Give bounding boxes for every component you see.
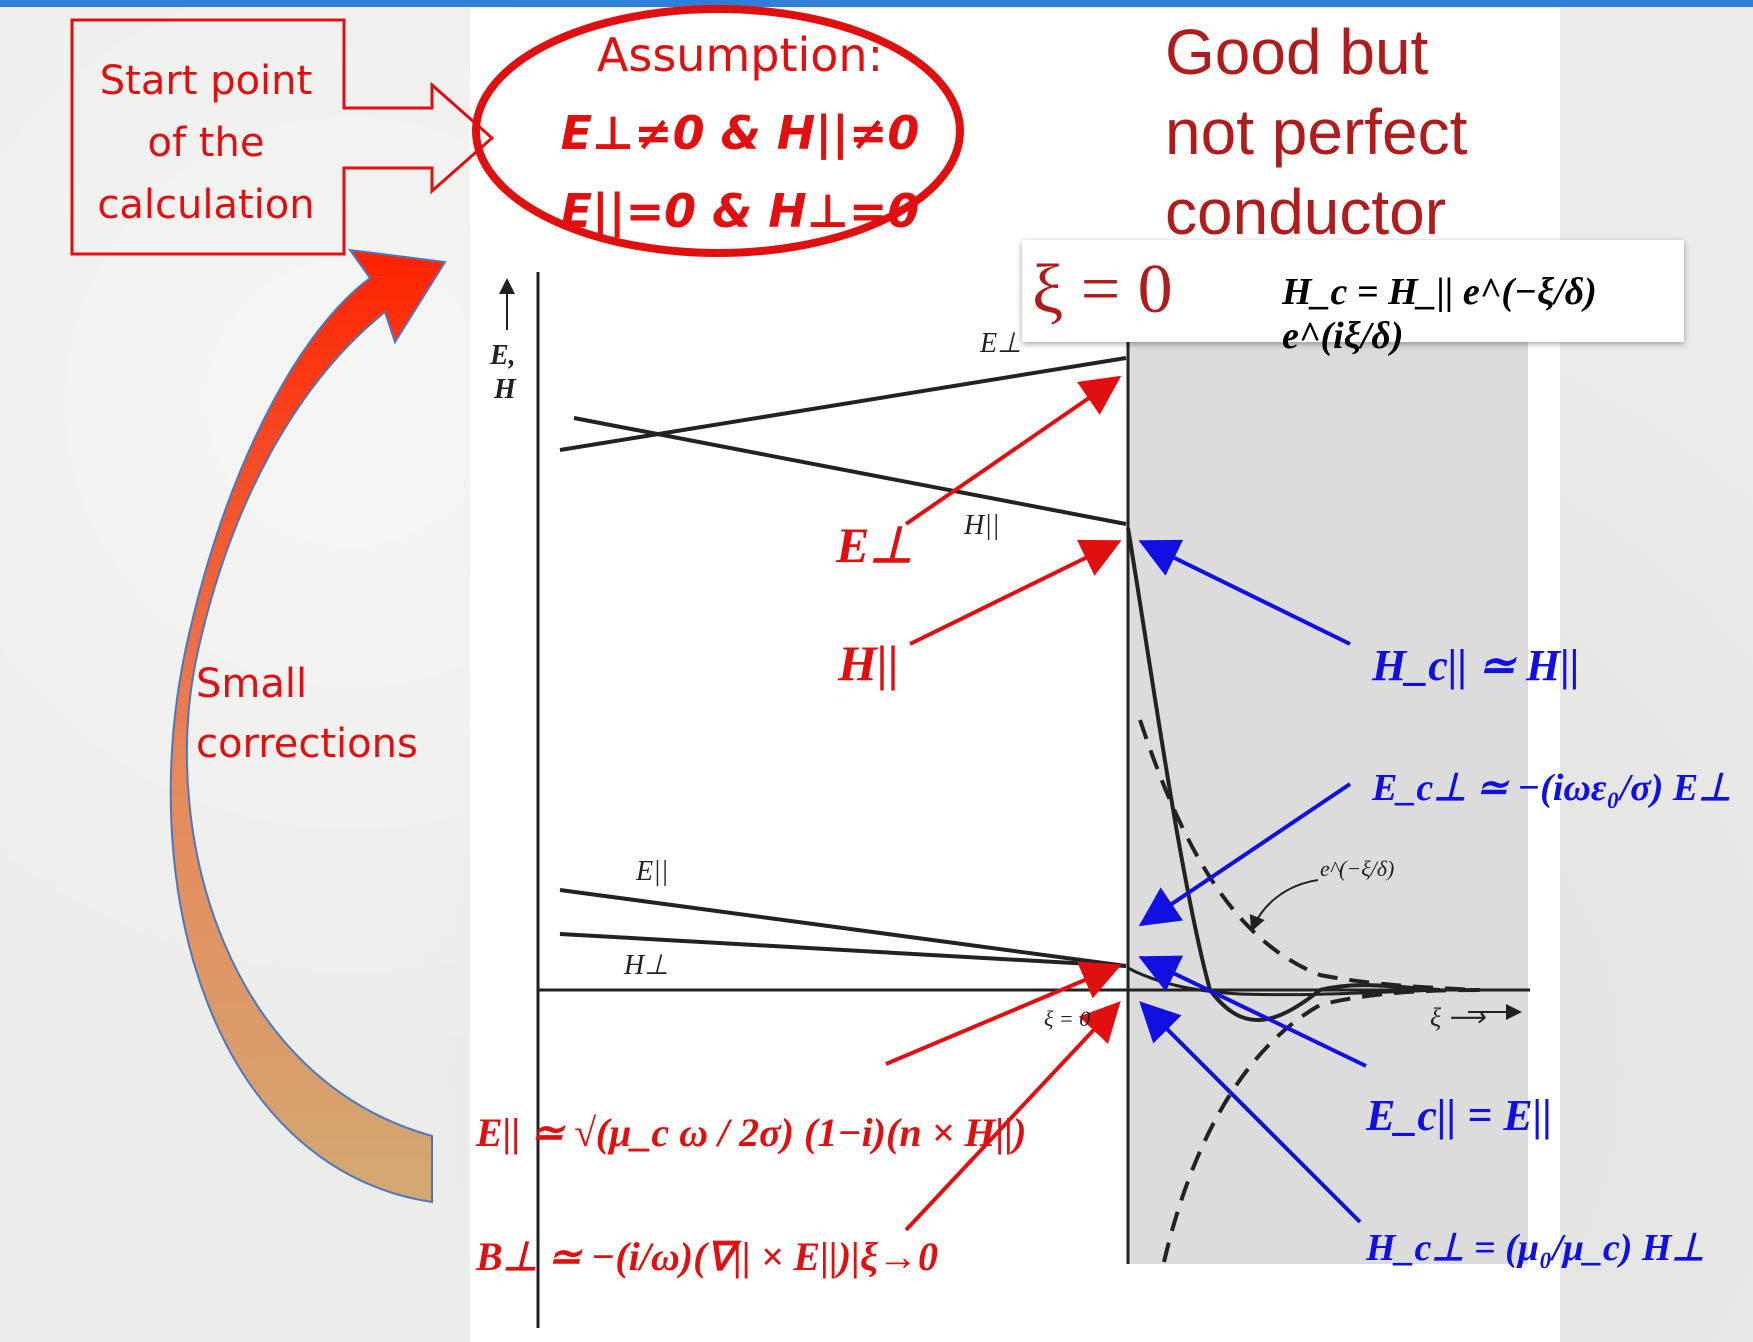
- red-label-h-par: H||: [837, 635, 899, 691]
- red-label-e-perp: E⊥: [835, 517, 913, 573]
- h-par-decay-curve: [1126, 527, 1441, 1022]
- envelope-dashed-curve: [1138, 719, 1481, 992]
- e-par-curve: [559, 888, 1127, 968]
- red-formula-e-par: E|| ≃ √(μ_c ω / 2σ) (1−i)(n × H||): [475, 1110, 1026, 1155]
- assumption-title: Assumption:: [596, 28, 884, 82]
- good-conductor-note: Good but not perfect conductor: [1165, 12, 1555, 252]
- conductor-region: [1128, 342, 1528, 1264]
- e-par-formula-arrow: [885, 961, 1122, 1066]
- good-conductor-line-1: Good but: [1165, 16, 1429, 88]
- b-perp-formula-arrow: [904, 1001, 1121, 1232]
- h-perp-curve: [559, 932, 1127, 968]
- good-conductor-line-2: not perfect: [1165, 96, 1468, 168]
- small-corrections-text: Small corrections: [196, 654, 456, 774]
- start-point-text: Start point of the calculation: [70, 20, 342, 252]
- curve-label-h-par: H||: [963, 510, 1000, 541]
- h-par-curve: [573, 416, 1127, 526]
- decay-label-pointer: [1249, 879, 1319, 932]
- boundary-formula-box: ξ = 0 H_c = H_|| e^(−ξ/δ) e^(iξ/δ): [1022, 240, 1684, 357]
- decay-label: e^(−ξ/δ): [1320, 856, 1394, 881]
- start-point-callout: [70, 18, 495, 256]
- ec-par-pointer-arrow: [1138, 955, 1367, 1068]
- blue-relation-ec-perp: E_c⊥ ≃ −(iωε₀/σ) E⊥: [1371, 767, 1731, 809]
- assumption-text: Assumption: E⊥≠0 & H||≠0 E||=0 & H⊥=0: [520, 16, 960, 250]
- top-accent-bar: [0, 0, 1753, 7]
- x-axis-label: ξ ⟶: [1430, 1003, 1487, 1032]
- start-point-line-2: of the: [147, 120, 265, 166]
- origin-label: ξ = 0: [1044, 1006, 1090, 1031]
- ec-perp-pointer-arrow: [1138, 782, 1352, 927]
- hc-perp-pointer-arrow: [1139, 1001, 1362, 1224]
- y-axis-label-e: E,: [489, 340, 516, 371]
- y-axis-label-h: H: [493, 374, 517, 405]
- small-corrections-line-2: corrections: [196, 721, 418, 767]
- curve-label-e-par: E||: [635, 856, 669, 887]
- assumption-ellipse: [472, 5, 964, 257]
- start-point-line-3: calculation: [97, 182, 315, 228]
- e-perp-pointer-arrow: [904, 375, 1122, 526]
- red-formula-b-perp: B⊥ ≃ −(i/ω)(∇|| × E||)|ξ→0: [475, 1234, 938, 1279]
- blue-relation-hc-perp: H_c⊥ = (μ₀/μ_c) H⊥: [1365, 1227, 1705, 1269]
- hc-expression: H_c = H_|| e^(−ξ/δ) e^(iξ/δ): [1282, 271, 1597, 357]
- curve-label-e-perp: E⊥: [979, 328, 1022, 359]
- xi-zero-formula: ξ = 0: [1032, 251, 1173, 328]
- e-perp-curve: [559, 356, 1127, 452]
- hc-par-pointer-arrow: [1138, 539, 1351, 646]
- start-point-line-1: Start point: [99, 58, 313, 104]
- blue-relation-ec-par: E_c|| = E||: [1365, 1091, 1552, 1140]
- h-par-pointer-arrow: [909, 539, 1122, 646]
- small-corrections-curved-arrow: [169, 248, 447, 1204]
- curve-label-h-perp: H⊥: [623, 950, 669, 981]
- assumption-line-2: E||=0 & H⊥=0: [560, 184, 920, 238]
- good-conductor-line-3: conductor: [1165, 176, 1447, 248]
- assumption-line-1: E⊥≠0 & H||≠0: [560, 106, 920, 160]
- blue-relation-hc-par: H_c|| ≃ H||: [1371, 641, 1580, 690]
- small-corrections-line-1: Small: [196, 661, 308, 707]
